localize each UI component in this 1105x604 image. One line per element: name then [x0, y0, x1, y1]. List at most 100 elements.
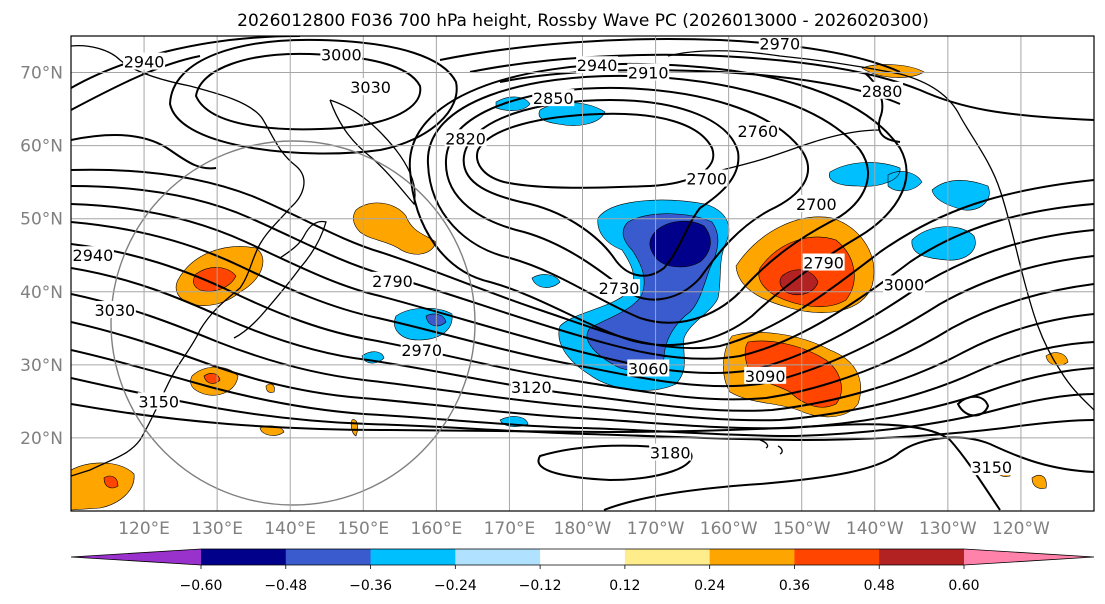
contour-3030 — [71, 293, 1094, 422]
lon-tick-label: 160°E — [411, 519, 463, 539]
contour-label-text: 2790 — [372, 272, 413, 291]
lat-tick-label: 20°N — [20, 429, 63, 449]
contour-label: 2790 — [802, 253, 845, 273]
contour-label-bg — [627, 359, 670, 377]
contour-2910-arctic — [71, 69, 901, 170]
contour-label-bg — [400, 341, 443, 359]
colorbar-band — [879, 549, 965, 565]
contour-label: 2940 — [576, 56, 619, 75]
lon-tick-label: 160°W — [700, 519, 758, 539]
contour-label-text: 2910 — [628, 64, 669, 83]
colorbar-band — [201, 549, 287, 565]
contour-label: 3150 — [970, 458, 1013, 477]
contour-2910 — [71, 203, 1094, 375]
lat-tick-label: 60°N — [20, 137, 63, 157]
contour-3180 — [537, 444, 693, 482]
contour-label: 3030 — [93, 301, 136, 320]
contour-label-bg — [93, 301, 136, 319]
lat-tick-label: 40°N — [20, 283, 63, 303]
colorbar-tick-label: −0.12 — [519, 578, 562, 594]
contour-label: 2940 — [123, 52, 166, 72]
contour-2730 — [462, 98, 740, 277]
colorbar-tick-label: −0.24 — [434, 578, 477, 594]
contour-label-bg — [576, 56, 619, 74]
colorbar-extend-high — [964, 549, 1094, 565]
contour-label-text: 3000 — [884, 275, 925, 294]
contour-label-text: 2880 — [862, 82, 903, 101]
contour-label-bg — [970, 458, 1013, 476]
contour-3150 — [71, 403, 1001, 511]
contour-label-text: 2730 — [599, 279, 640, 298]
contour-label-bg — [532, 89, 575, 107]
contour-label-text: 2700 — [796, 195, 837, 214]
contour-label: 3090 — [744, 366, 787, 386]
contour-label-bg — [861, 81, 904, 99]
contour-3180-high — [956, 395, 990, 417]
contour-2880 — [71, 185, 1094, 360]
coast-kamchatka — [329, 99, 416, 206]
latitude-ticks: 20°N 30°N 40°N 50°N 60°N 70°N — [20, 64, 63, 449]
positive-anomaly-small-patches — [259, 64, 1069, 489]
contour-label: 2760 — [736, 122, 779, 141]
contour-label-bg — [802, 253, 845, 271]
lon-tick-label: 180°W — [554, 519, 612, 539]
lat-tick-label: 50°N — [20, 210, 63, 230]
contour-label-text: 2970 — [759, 34, 800, 53]
contour-label-bg — [758, 36, 801, 52]
positive-anomaly-kuril — [353, 202, 437, 255]
lon-tick-label: 120°E — [118, 519, 170, 539]
colorbar-tick-label: −0.36 — [349, 578, 392, 594]
coast-alaska — [667, 50, 1094, 411]
contour-label-text: 3060 — [628, 360, 669, 379]
colorbar-band — [794, 549, 880, 565]
contour-label-text: 2940 — [577, 56, 618, 75]
contour-label-text: 3000 — [321, 45, 362, 64]
positive-anomaly-central-pacific-core — [779, 269, 819, 295]
negative-anomaly-west-pacific — [361, 274, 561, 427]
contour-2700-low — [476, 112, 715, 189]
contour-label-bg — [444, 129, 487, 147]
contour-label-bg — [371, 271, 414, 289]
lon-tick-label: 150°E — [337, 519, 389, 539]
contour-label-text: 3150 — [971, 458, 1012, 477]
contour-3180-east — [603, 436, 1094, 511]
positive-anomaly-south-china — [71, 462, 135, 511]
contour-label: 2820 — [444, 129, 487, 148]
lon-tick-label: 140°W — [846, 519, 904, 539]
anomaly-shading — [71, 64, 1069, 511]
contour-label-text: 2790 — [803, 254, 844, 273]
contour-label: 3060 — [627, 359, 670, 379]
contour-3030-arctic — [194, 52, 422, 131]
lat-tick-label: 30°N — [20, 356, 63, 376]
contour-label: 2700 — [795, 195, 838, 214]
contour-label-bg — [349, 78, 392, 96]
map-frame — [70, 35, 1095, 512]
contour-label-text: 3030 — [94, 301, 135, 320]
contour-2850 — [71, 168, 1094, 350]
colorbar-band — [709, 549, 795, 565]
positive-anomaly-japan-sea-mid — [193, 267, 237, 292]
map-area: 2940 3000 3030 2970 2940 2910 2850 2880 2820 2760… — [71, 34, 1094, 511]
positive-anomaly-taiwan-core — [203, 373, 221, 384]
contour-label: 2940 — [71, 246, 114, 265]
contour-label: 2730 — [598, 279, 641, 298]
reference-circle — [110, 140, 476, 506]
contour-label: 2880 — [861, 81, 904, 101]
lon-tick-label: 130°W — [919, 519, 977, 539]
contour-label-text: 2850 — [533, 89, 574, 108]
contour-label-text: 2970 — [401, 341, 442, 360]
contour-label-bg — [883, 275, 926, 293]
contour-label-bg — [123, 52, 166, 70]
colorbar-tick-label: 0.12 — [609, 578, 640, 594]
contour-label-bg — [736, 122, 779, 139]
contour-label-text: 3030 — [350, 78, 391, 97]
colorbar-tick-label: 0.60 — [948, 578, 979, 594]
contour-label-bg — [71, 246, 114, 264]
contour-label-text: 3180 — [650, 444, 691, 463]
colorbar-tick-label: −0.48 — [264, 578, 307, 594]
contour-3120 — [71, 377, 1094, 442]
contour-label: 3120 — [510, 377, 553, 397]
contour-label-bg — [598, 279, 641, 297]
contour-label-text: 3150 — [138, 392, 179, 411]
